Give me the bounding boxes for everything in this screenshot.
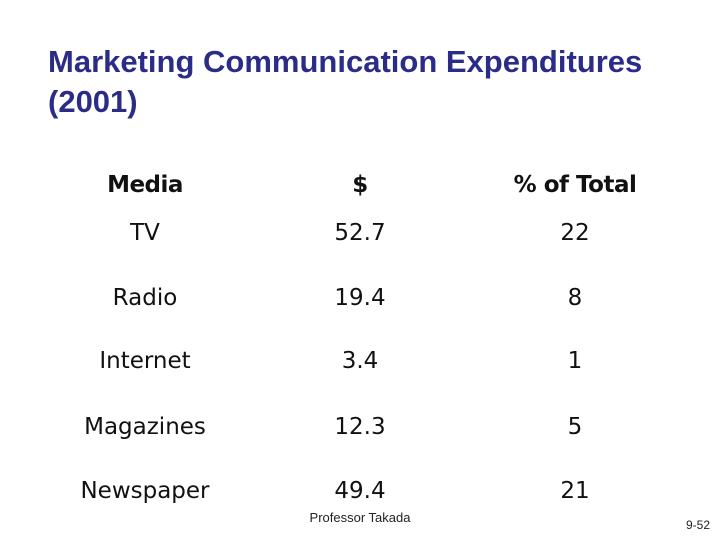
row-radio-media: Radio <box>112 285 178 311</box>
row-newspaper-dollars: 49.4 <box>334 478 386 504</box>
row-tv-percent: 22 <box>560 220 590 246</box>
title-line-1: Marketing Communication Expenditures <box>48 44 643 79</box>
header-percent: % of Total <box>513 172 637 198</box>
header-media: Media <box>107 172 183 198</box>
row-internet-dollars: 3.4 <box>341 348 379 374</box>
row-newspaper-percent: 21 <box>560 478 590 504</box>
title-line-2: (2001) <box>48 84 138 119</box>
row-tv-dollars: 52.7 <box>334 220 386 246</box>
row-newspaper-media: Newspaper <box>80 478 210 504</box>
row-tv-media: TV <box>130 220 160 246</box>
row-internet-media: Internet <box>99 348 191 374</box>
page-number: 9-52 <box>685 518 710 532</box>
row-magazines-dollars: 12.3 <box>334 414 386 440</box>
slide-title: Marketing Communication Expenditures (20… <box>48 42 688 122</box>
row-radio-dollars: 19.4 <box>334 285 386 311</box>
footer-author: Professor Takada <box>309 510 411 525</box>
row-magazines-percent: 5 <box>567 414 583 440</box>
header-dollars: $ <box>352 172 368 198</box>
row-magazines-media: Magazines <box>84 414 206 440</box>
row-internet-percent: 1 <box>567 348 583 374</box>
row-radio-percent: 8 <box>567 285 583 311</box>
